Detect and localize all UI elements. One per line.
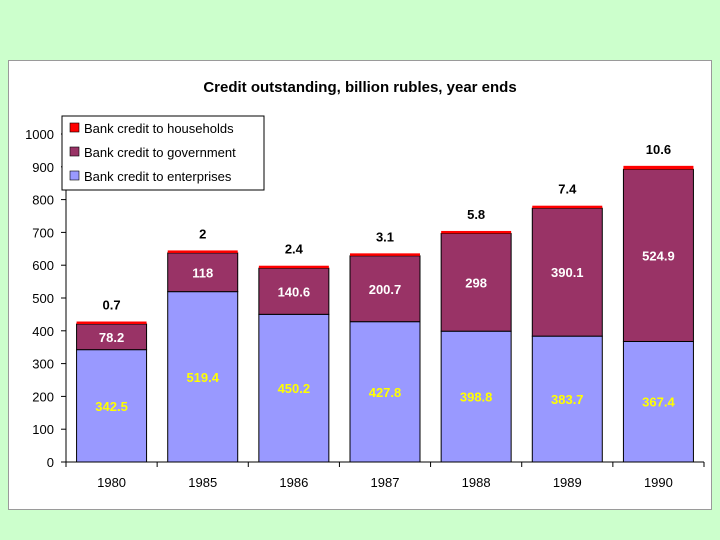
- legend-label: Bank credit to households: [84, 121, 234, 136]
- y-tick-label: 200: [32, 389, 54, 404]
- legend-box: [61, 115, 265, 191]
- data-label-households: 7.4: [558, 182, 577, 197]
- data-label-households: 10.6: [646, 142, 671, 157]
- y-tick-label: 700: [32, 225, 54, 240]
- y-tick-label: 900: [32, 160, 54, 175]
- data-label-enterprises: 427.8: [369, 385, 402, 400]
- bar-government: [76, 323, 148, 351]
- y-tick-label: 500: [32, 291, 54, 306]
- chart-legend: Bank credit to households Bank credit to …: [61, 115, 265, 191]
- legend-swatch: [69, 122, 80, 133]
- chart-bars: 342.5 78.2 0.7 519.4 118 2 450.2 140.6 2.4 427.8 2…: [76, 142, 694, 463]
- data-label-households: 2: [199, 226, 206, 241]
- data-label-households: 2.4: [285, 242, 304, 257]
- data-label-households: 0.7: [103, 298, 121, 313]
- bar-enterprises: [531, 335, 603, 463]
- data-label-households: 3.1: [376, 229, 394, 244]
- bar-government: [622, 168, 694, 342]
- x-tick-label: 1987: [371, 475, 400, 490]
- data-label-government: 390.1: [551, 265, 584, 280]
- data-label-government: 140.6: [278, 284, 311, 299]
- y-tick-label: 300: [32, 357, 54, 372]
- bar-enterprises: [349, 321, 421, 463]
- legend-swatch: [69, 170, 80, 181]
- legend-label: Bank credit to government: [84, 145, 236, 160]
- data-label-government: 298: [465, 275, 487, 290]
- data-label-government: 78.2: [99, 330, 124, 345]
- y-tick-label: 400: [32, 324, 54, 339]
- bar-government: [167, 252, 239, 293]
- x-tick-label: 1985: [188, 475, 217, 490]
- x-tick-label: 1990: [644, 475, 673, 490]
- x-tick-label: 1989: [553, 475, 582, 490]
- x-tick-label: 1980: [97, 475, 126, 490]
- data-label-government: 118: [192, 265, 213, 280]
- bar-enterprises: [622, 340, 694, 463]
- data-label-enterprises: 398.8: [460, 390, 493, 405]
- data-label-enterprises: 367.4: [642, 395, 675, 410]
- y-tick-label: 1000: [25, 127, 54, 142]
- data-label-enterprises: 342.5: [95, 399, 128, 414]
- bar-households: [350, 253, 420, 256]
- bar-households: [623, 165, 694, 170]
- y-tick-label: 100: [32, 422, 54, 437]
- bar-households: [441, 230, 512, 234]
- bar-enterprises: [76, 349, 148, 463]
- data-label-enterprises: 383.7: [551, 392, 584, 407]
- legend-swatch: [69, 146, 80, 157]
- bar-enterprises: [167, 291, 239, 463]
- bar-households: [76, 321, 147, 325]
- bar-enterprises: [258, 313, 330, 463]
- x-tick-label: 1986: [279, 475, 308, 490]
- data-label-government: 524.9: [642, 248, 675, 263]
- y-tick-label: 600: [32, 258, 54, 273]
- x-tick-label: 1988: [462, 475, 491, 490]
- bar-government: [440, 232, 512, 332]
- y-tick-label: 0: [47, 455, 54, 470]
- data-label-government: 200.7: [369, 282, 402, 297]
- bar-households: [258, 265, 329, 269]
- chart-title: Credit outstanding, billion rubles, year…: [203, 79, 516, 96]
- data-label-enterprises: 450.2: [278, 381, 311, 396]
- data-label-enterprises: 519.4: [186, 370, 219, 385]
- bar-enterprises: [440, 330, 512, 463]
- bar-government: [258, 267, 330, 315]
- legend-label: Bank credit to enterprises: [84, 169, 232, 184]
- bar-households: [532, 205, 603, 209]
- data-label-households: 5.8: [467, 207, 485, 222]
- y-tick-label: 800: [32, 193, 54, 208]
- bar-households: [167, 250, 238, 253]
